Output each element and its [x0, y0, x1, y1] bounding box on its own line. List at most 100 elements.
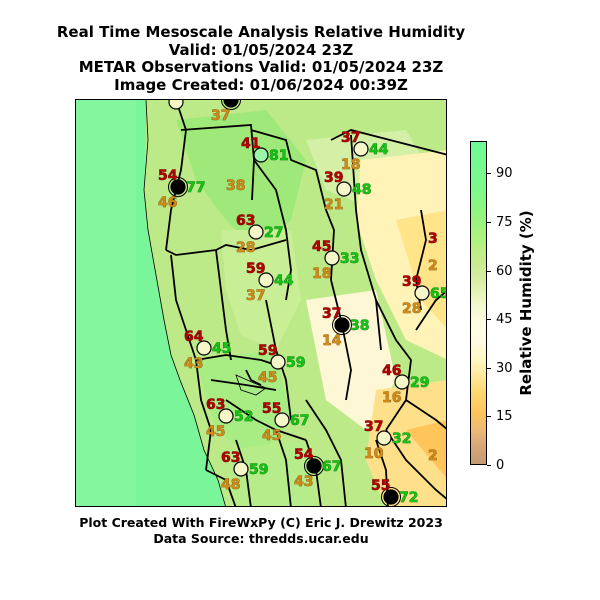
station-relative-humidity: 81	[269, 148, 288, 164]
station-dewpoint: 46	[158, 195, 177, 211]
station-plot	[332, 315, 352, 335]
station-dewpoint: 21	[324, 197, 343, 213]
station-observations: 4537418137184454467738392148632827451833…	[158, 100, 447, 506]
station-plot	[258, 272, 274, 288]
station-plot	[274, 412, 290, 428]
colorbar-tick	[487, 465, 491, 466]
station-dewpoint: 16	[382, 390, 401, 406]
colorbar	[470, 141, 487, 465]
dry-area-northeast	[356, 150, 446, 360]
station-temperature: 59	[246, 261, 265, 277]
driest-area	[406, 420, 446, 478]
station-temperature: 39	[324, 170, 343, 186]
credits-line-1: Plot Created With FireWxPy (C) Eric J. D…	[79, 515, 443, 530]
station-temperature: 55	[371, 478, 390, 494]
station-dewpoint: 45	[262, 428, 281, 444]
station-temperature: 37	[364, 419, 383, 435]
station-relative-humidity: 44	[274, 273, 294, 289]
station-plot	[414, 285, 430, 301]
colorbar-tick-label: 30	[496, 360, 513, 376]
station-plot	[270, 354, 286, 370]
station-sky-cover-icon	[218, 408, 234, 424]
station-ring-icon	[332, 315, 352, 335]
station-temperature: 63	[236, 213, 255, 229]
station-plot	[196, 340, 212, 356]
station-relative-humidity: 52	[234, 409, 253, 425]
station-relative-humidity: 38	[350, 318, 369, 334]
station-dewpoint: 18	[341, 157, 360, 173]
station-plot	[394, 374, 410, 390]
station-relative-humidity: 48	[352, 182, 371, 198]
station-relative-humidity: 33	[340, 251, 359, 267]
station-plot	[221, 100, 241, 110]
colorbar-tick-label: 60	[496, 263, 513, 279]
ocean-offshore	[76, 100, 136, 506]
station-temperature: 45	[312, 239, 331, 255]
map-svg: 4537418137184454467738392148632827451833…	[76, 100, 447, 506]
station-plot	[168, 177, 188, 197]
coastline	[143, 100, 267, 506]
station-sky-cover-icon	[223, 100, 239, 108]
station-relative-humidity: 67	[322, 459, 341, 475]
map-panel[interactable]: 4537418137184454467738392148632827451833…	[75, 99, 447, 507]
station-sky-cover-icon	[270, 354, 286, 370]
station-dewpoint: 2	[428, 448, 438, 464]
station-relative-humidity: 77	[186, 180, 205, 196]
station-sky-cover-icon	[353, 141, 369, 157]
station-ring-icon	[168, 177, 188, 197]
station-relative-humidity: 29	[410, 375, 429, 391]
station-relative-humidity: 45	[212, 341, 231, 357]
station-temperature: 59	[258, 343, 277, 359]
station-plot	[376, 430, 392, 446]
station-sky-cover-icon	[324, 250, 340, 266]
station-plot	[304, 456, 324, 476]
credits: Plot Created With FireWxPy (C) Eric J. D…	[0, 515, 522, 547]
station-temperature: 63	[221, 450, 240, 466]
station-ring-icon	[304, 456, 324, 476]
station-relative-humidity: 65	[430, 286, 447, 302]
colorbar-tick-label: 45	[496, 312, 513, 328]
station-dewpoint: 48	[221, 477, 240, 493]
station-dewpoint: 43	[184, 356, 203, 372]
station-plot	[324, 250, 340, 266]
station-ring-icon	[221, 100, 241, 110]
colorbar-tick-label: 0	[496, 458, 505, 473]
station-sky-cover-icon	[248, 224, 264, 240]
coastal-range-south	[196, 350, 291, 460]
station-temperature: 54	[158, 168, 178, 184]
title-line-3: METAR Observations Valid: 01/05/2024 23Z	[78, 58, 444, 76]
station-sky-cover-icon	[376, 430, 392, 446]
colorbar-tick-label: 15	[496, 409, 513, 425]
colorbar-tick	[487, 270, 491, 272]
station-sky-cover-icon	[170, 179, 186, 195]
dry-area-east	[396, 210, 446, 328]
station-sky-cover-icon	[258, 272, 274, 288]
colorbar-tick	[487, 173, 491, 175]
station-relative-humidity: 44	[369, 142, 389, 158]
station-sky-cover-icon	[306, 458, 322, 474]
station-plot	[233, 461, 249, 477]
station-plot	[253, 147, 269, 163]
station-sky-cover-icon	[196, 340, 212, 356]
station-ring-icon	[381, 487, 401, 506]
colorbar-tick	[487, 367, 491, 369]
station-dewpoint: 14	[322, 333, 342, 349]
colorbar-tick-label: 90	[496, 166, 513, 182]
station-sky-cover-icon	[253, 147, 269, 163]
colorbar-tick	[487, 416, 491, 418]
valley-north	[221, 230, 301, 350]
station-dewpoint: 37	[246, 288, 265, 304]
station-sky-cover-icon	[394, 374, 410, 390]
station-relative-humidity: 59	[249, 462, 268, 478]
station-sky-cover-icon	[414, 285, 430, 301]
station-temperature: 37	[322, 306, 341, 322]
station-temperature: 37	[341, 130, 360, 146]
valley-central	[306, 290, 396, 430]
station-plot	[381, 487, 401, 506]
station-plot	[218, 408, 234, 424]
station-dewpoint: 28	[402, 301, 421, 317]
station-dewpoint: 10	[364, 446, 384, 462]
colorbar-tick	[487, 222, 491, 223]
station-plot	[336, 181, 352, 197]
station-dewpoint: 2	[428, 258, 438, 274]
